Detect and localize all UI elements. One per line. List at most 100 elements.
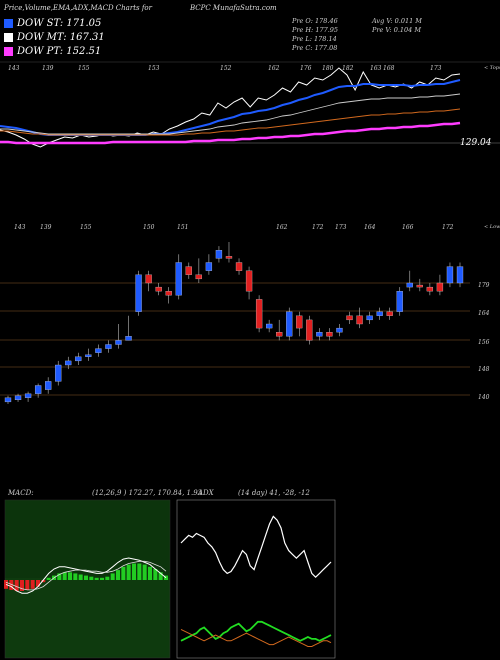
stat-prev-open: Pre O: 178.46 <box>292 17 338 25</box>
candle-body <box>255 299 263 329</box>
candle-body <box>326 332 333 337</box>
candle-body <box>306 319 313 341</box>
macd-histogram-bar <box>89 576 94 580</box>
legend-swatch-mt <box>4 33 13 42</box>
candle-body <box>14 395 22 400</box>
macd-histogram-bar <box>20 580 24 591</box>
ema-top-label: 176 <box>300 65 312 72</box>
macd-histogram-bar <box>84 575 88 580</box>
ema-top-label: 163 <box>370 65 382 72</box>
candle-body <box>145 274 152 284</box>
macd-histogram-bar <box>116 570 120 580</box>
candle-body <box>336 327 343 333</box>
candle-body <box>286 311 293 337</box>
macd-histogram-bar <box>94 577 99 580</box>
legend-swatch-st <box>4 19 13 28</box>
candle-body <box>276 332 283 337</box>
macd-histogram-bar <box>14 580 19 591</box>
candle-body <box>155 286 162 292</box>
legend-label-mt: DOW MT: 167.31 <box>17 32 105 43</box>
price-tick-label: 179 <box>478 282 490 289</box>
macd-histogram-bar <box>142 564 147 580</box>
candle-body <box>396 291 403 312</box>
ema-series-price <box>0 67 461 148</box>
candle-body <box>65 360 72 366</box>
ema-top-label: 182 <box>342 65 354 72</box>
macd-histogram-bar <box>153 569 158 580</box>
lows-marker-label: < Lows <box>484 224 500 230</box>
candle-body <box>85 354 92 357</box>
low-label: 166 <box>402 224 414 231</box>
ema-tops-label: < Tops <box>484 65 500 71</box>
macd-histogram-bar <box>68 572 72 580</box>
candle-body <box>175 262 182 296</box>
low-label: 162 <box>276 224 288 231</box>
macd-histogram-bar <box>132 563 136 580</box>
stat-prev-high: Pre H: 177.95 <box>292 26 339 34</box>
macd-histogram-bar <box>57 573 62 580</box>
candle-body <box>266 323 273 329</box>
low-label: 155 <box>80 224 92 231</box>
macd-histogram-bar <box>121 566 126 580</box>
candle-body <box>376 311 383 316</box>
candle-body <box>416 284 423 288</box>
ema-top-label: 168 <box>383 65 395 72</box>
candle-body <box>426 286 434 292</box>
price-tick-label: 156 <box>478 339 490 346</box>
candle-body <box>366 315 373 321</box>
macd-histogram-bar <box>36 580 40 587</box>
ema-top-label: 173 <box>430 65 442 72</box>
ema-series-dow-pt <box>0 121 461 145</box>
adx-line <box>180 515 332 579</box>
candle-body <box>316 332 323 337</box>
legend-swatch-pt <box>4 47 13 56</box>
low-label: 172 <box>312 224 324 231</box>
candle-body <box>215 250 223 259</box>
candle-body <box>406 282 413 288</box>
candle-body <box>356 315 363 325</box>
ema-top-label: 143 <box>8 65 20 72</box>
ema-top-label: 155 <box>78 65 90 72</box>
macd-histogram-bar <box>30 580 35 589</box>
ema-top-label: 153 <box>148 65 160 72</box>
stat-prev-low: Pre L: 178.14 <box>292 35 337 43</box>
stat-avg-volume: Avg V: 0.011 M <box>372 17 422 25</box>
macd-histogram-bar <box>46 577 51 580</box>
macd-params: (12,26,9 ) 172.27, 170.84, 1.93 <box>92 489 203 497</box>
macd-histogram-bar <box>78 574 83 580</box>
adx-background <box>176 499 336 659</box>
macd-histogram-bar <box>137 563 142 580</box>
candle-body <box>34 385 42 394</box>
macd-line <box>5 557 167 594</box>
macd-histogram-bar <box>9 580 14 590</box>
candle-body <box>55 364 62 382</box>
low-label: 172 <box>442 224 454 231</box>
legend-dow-mt: DOW MT: 167.31 <box>4 31 105 44</box>
legend-dow-st: DOW ST: 171.05 <box>4 17 101 30</box>
low-label: 164 <box>364 224 376 231</box>
macd-upper-shade <box>5 500 170 578</box>
price-tick-label: 140 <box>478 394 490 401</box>
price-tick-label: 164 <box>478 310 490 317</box>
ema-price-label: 129.04 <box>460 138 492 148</box>
candle-body <box>125 336 132 341</box>
minus-di-line <box>180 628 332 647</box>
ema-series-ema-long <box>0 108 461 136</box>
candle-body <box>225 256 233 259</box>
low-label: 150 <box>143 224 155 231</box>
candle-body <box>436 282 444 292</box>
adx-title: ADX <box>197 489 215 497</box>
legend-label-st: DOW ST: 171.05 <box>17 18 102 29</box>
ema-top-label: 180 <box>322 65 334 72</box>
low-label: 139 <box>40 224 52 231</box>
candle-body <box>296 315 303 329</box>
ema-top-label: 152 <box>220 65 232 72</box>
low-label: 151 <box>177 224 188 231</box>
ema-top-label: 162 <box>268 65 280 72</box>
candle-body <box>456 266 464 284</box>
plus-di-line <box>180 620 332 642</box>
chart-header-center: BCPC MunafaSutra.com <box>190 4 277 12</box>
macd-histogram-bar <box>25 580 30 590</box>
candle-body <box>185 266 192 275</box>
